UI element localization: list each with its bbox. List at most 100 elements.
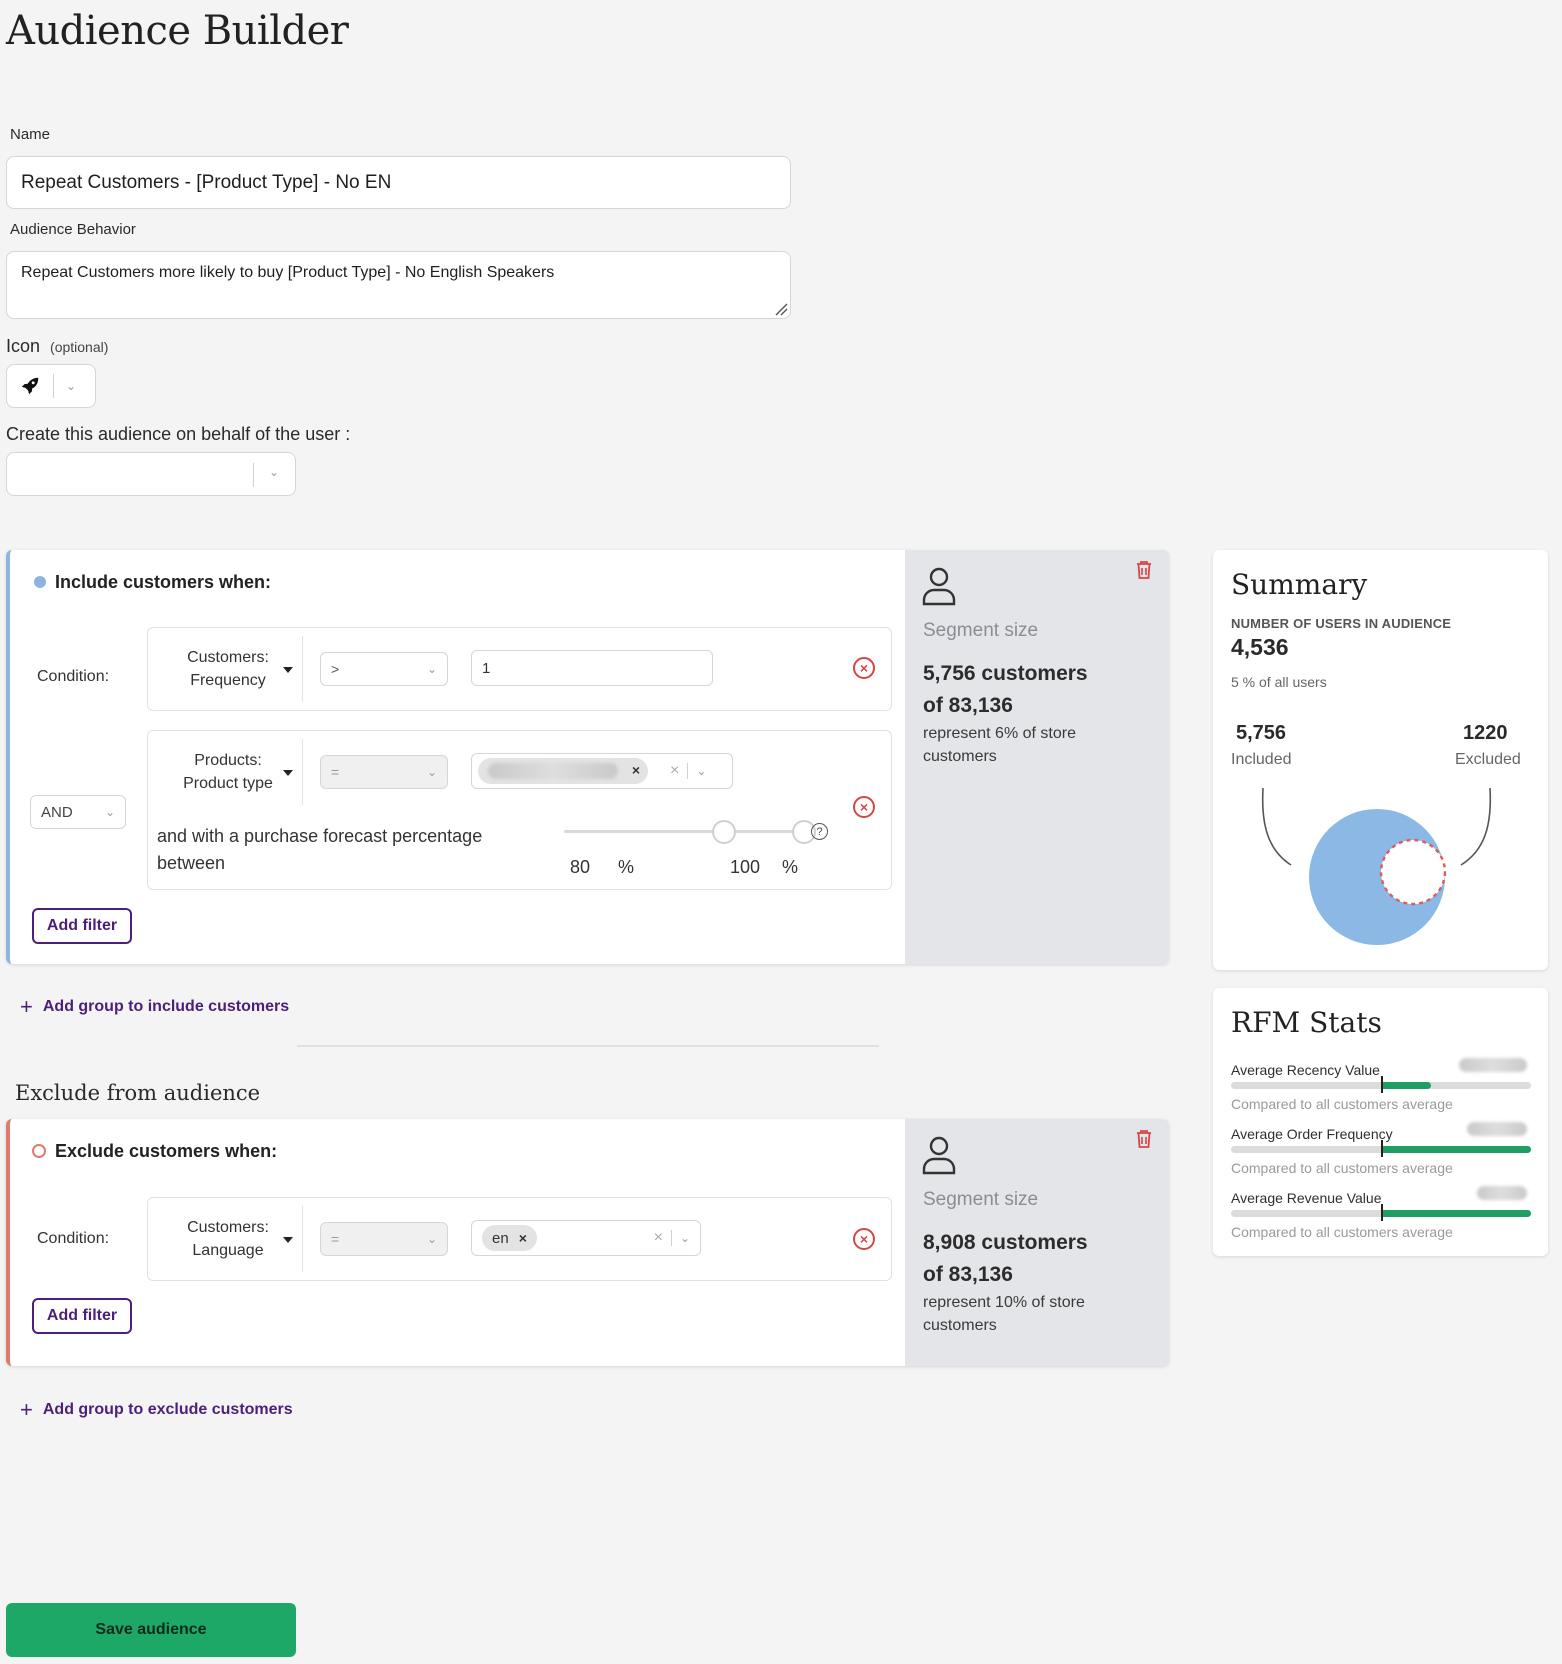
property-divider	[302, 1206, 303, 1272]
segment-represent-line1: represent 6% of store	[923, 725, 1076, 742]
included-connector	[1261, 787, 1292, 866]
help-icon[interactable]: ?	[811, 823, 828, 840]
and-label: AND	[41, 803, 73, 821]
language-multiselect[interactable]: en × × ⌄	[471, 1220, 701, 1256]
resize-handle-icon[interactable]	[774, 302, 788, 316]
summary-percent: 5 % of all users	[1231, 674, 1327, 690]
rfm-compare-text: Compared to all customers average	[1231, 1160, 1453, 1176]
forecast-text: and with a purchase forecast percentage …	[157, 823, 482, 877]
save-audience-button[interactable]: Save audience	[6, 1603, 296, 1657]
redacted-value	[1459, 1058, 1527, 1072]
multiselect-separator	[687, 763, 689, 779]
audience-behavior-label: Audience Behavior	[10, 221, 136, 238]
caret-down-icon[interactable]	[283, 770, 293, 776]
icon-optional-label: (optional)	[50, 339, 109, 355]
add-include-group-link[interactable]: + Add group to include customers	[20, 994, 289, 1020]
chevron-down-icon: ⌄	[104, 805, 115, 819]
condition-row: Products: Product type = ⌄ × × ⌄ × and w…	[147, 730, 892, 890]
segment-size-title: Segment size	[923, 1189, 1039, 1210]
property-line1: Customers:	[187, 649, 269, 666]
audience-behavior-textarea[interactable]: Repeat Customers more likely to buy [Pro…	[6, 251, 791, 319]
exclude-section-title: Exclude from audience	[15, 1081, 261, 1105]
operator-select[interactable]: > ⌄	[320, 652, 448, 686]
condition-property-select[interactable]: Products: Product type	[168, 749, 288, 795]
chevron-down-icon[interactable]: ⌄	[696, 764, 707, 778]
segment-count-line2: of 83,136	[923, 694, 1013, 717]
remove-tag-icon[interactable]: ×	[631, 762, 640, 778]
condition-property-select[interactable]: Customers: Frequency	[168, 646, 288, 692]
segment-represent-line2: customers	[923, 1317, 997, 1334]
operator-select[interactable]: = ⌄	[320, 755, 448, 789]
person-icon	[922, 567, 956, 606]
add-exclude-group-link[interactable]: + Add group to exclude customers	[20, 1397, 293, 1423]
product-type-multiselect[interactable]: × × ⌄	[471, 753, 733, 789]
forecast-range-track[interactable]	[564, 830, 804, 833]
include-group-card: Include customers when: Condition: Custo…	[6, 550, 1169, 964]
range-max-value: 100	[730, 857, 761, 877]
name-label: Name	[10, 126, 51, 143]
average-marker	[1381, 1076, 1383, 1093]
excluded-circle	[1379, 838, 1447, 906]
excluded-label: Excluded	[1455, 751, 1521, 768]
caret-down-icon[interactable]	[283, 1237, 293, 1243]
trash-icon[interactable]	[1135, 1129, 1153, 1149]
remove-tag-icon[interactable]: ×	[518, 1230, 527, 1246]
add-exclude-group-label: Add group to exclude customers	[42, 1401, 293, 1418]
selected-tag: en ×	[482, 1225, 537, 1251]
segment-represent-line1: represent 10% of store	[923, 1294, 1085, 1311]
redacted-value	[1467, 1122, 1527, 1136]
tag-label: en	[492, 1229, 509, 1247]
clear-icon[interactable]: ×	[670, 762, 680, 779]
caret-down-icon[interactable]	[283, 667, 293, 673]
excluded-connector	[1460, 787, 1492, 866]
name-input[interactable]: Repeat Customers - [Product Type] - No E…	[6, 156, 791, 209]
user-select-separator	[253, 463, 254, 487]
segment-size-values: 5,756 customers of 83,136 represent 6% o…	[923, 658, 1088, 768]
include-heading: Include customers when:	[55, 572, 272, 592]
chevron-down-icon[interactable]: ⌄	[679, 1231, 690, 1245]
condition-label: Condition:	[37, 1230, 110, 1247]
range-min-value: 80	[570, 857, 591, 877]
add-filter-button[interactable]: Add filter	[32, 1298, 132, 1334]
segment-size-title: Segment size	[923, 620, 1039, 641]
chevron-down-icon: ⌄	[426, 765, 437, 779]
audience-venn-diagram	[1261, 787, 1492, 945]
included-value: 5,756	[1236, 722, 1287, 744]
chevron-down-icon: ⌄	[426, 1232, 437, 1246]
condition-property-select[interactable]: Customers: Language	[168, 1216, 288, 1262]
clear-icon[interactable]: ×	[653, 1229, 663, 1246]
remove-condition-icon[interactable]: ×	[853, 1228, 875, 1250]
segment-count-line2: of 83,136	[923, 1263, 1013, 1286]
multiselect-separator	[670, 1230, 672, 1246]
rfm-label: Average Recency Value	[1231, 1062, 1380, 1078]
property-divider	[302, 636, 303, 702]
forecast-text-line2: between	[157, 853, 226, 873]
rfm-bar-fill	[1381, 1082, 1431, 1089]
operator-select[interactable]: = ⌄	[320, 1222, 448, 1256]
add-filter-button[interactable]: Add filter	[32, 908, 132, 944]
remove-condition-icon[interactable]: ×	[853, 657, 875, 679]
user-select[interactable]: ⌄	[6, 452, 296, 496]
include-segment-panel: Segment size 5,756 customers of 83,136 r…	[905, 550, 1169, 964]
exclude-segment-panel: Segment size 8,908 customers of 83,136 r…	[905, 1119, 1169, 1366]
summary-title: Summary	[1231, 568, 1368, 601]
and-or-select[interactable]: AND ⌄	[30, 795, 126, 829]
condition-value-input[interactable]: 1	[471, 650, 713, 686]
include-dot-icon	[34, 576, 46, 588]
trash-icon[interactable]	[1135, 560, 1153, 580]
add-include-group-label: Add group to include customers	[42, 998, 290, 1015]
icon-select[interactable]: ⌄	[6, 364, 96, 408]
range-min-handle[interactable]	[712, 820, 736, 844]
chevron-down-icon[interactable]: ⌄	[66, 379, 77, 393]
included-label: Included	[1231, 751, 1292, 768]
property-divider	[302, 739, 303, 805]
rfm-row-revenue: Average Revenue Value Compared to all cu…	[1231, 1186, 1531, 1246]
rfm-compare-text: Compared to all customers average	[1231, 1224, 1453, 1240]
chevron-down-icon[interactable]: ⌄	[269, 465, 280, 479]
summary-user-count: 4,536	[1231, 634, 1289, 660]
remove-condition-icon[interactable]: ×	[853, 796, 875, 818]
range-min-unit: %	[618, 857, 635, 877]
rfm-bar-fill	[1381, 1210, 1531, 1217]
exclude-heading: Exclude customers when:	[55, 1141, 278, 1161]
exclude-circle-icon	[32, 1144, 46, 1158]
